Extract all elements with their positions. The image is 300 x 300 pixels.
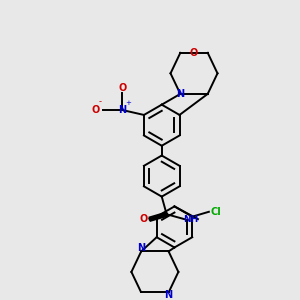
Text: -: - [98,97,101,106]
Text: N: N [176,89,184,99]
Text: O: O [92,105,100,115]
Text: Cl: Cl [210,207,221,217]
Text: O: O [190,48,198,58]
Text: O: O [139,214,147,224]
Text: +: + [125,100,131,106]
Text: N: N [164,290,172,300]
Text: NH: NH [184,214,199,224]
Text: N: N [118,105,127,115]
Text: N: N [137,244,145,254]
Text: O: O [118,82,127,92]
